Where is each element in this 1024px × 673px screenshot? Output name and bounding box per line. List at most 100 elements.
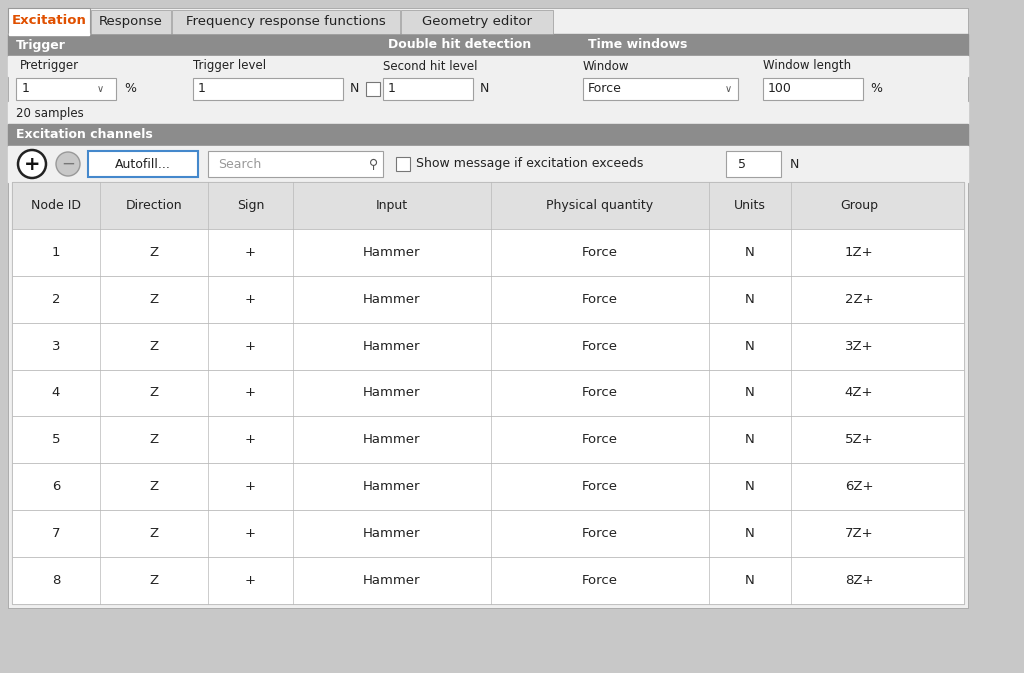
Text: Double hit detection: Double hit detection	[388, 38, 531, 52]
Text: 5: 5	[52, 433, 60, 446]
Text: Excitation: Excitation	[11, 15, 86, 28]
Text: Direction: Direction	[126, 199, 182, 212]
Bar	[8, 102, 968, 124]
Text: 4Z+: 4Z+	[845, 386, 873, 400]
Text: Node ID: Node ID	[31, 199, 81, 212]
Bar	[91, 10, 171, 34]
Text: Force: Force	[582, 293, 618, 306]
Text: Response: Response	[99, 15, 163, 28]
Bar	[12, 229, 964, 276]
Text: Force: Force	[582, 433, 618, 446]
Text: 1: 1	[52, 246, 60, 259]
Text: Force: Force	[582, 574, 618, 587]
Text: 20 samples: 20 samples	[16, 106, 84, 120]
Text: 100: 100	[768, 83, 792, 96]
Text: Physical quantity: Physical quantity	[547, 199, 653, 212]
Text: 5Z+: 5Z+	[845, 433, 873, 446]
Text: Hammer: Hammer	[364, 574, 421, 587]
Text: 2Z+: 2Z+	[845, 293, 873, 306]
Bar	[193, 78, 343, 100]
Text: Hammer: Hammer	[364, 340, 421, 353]
Text: Trigger: Trigger	[16, 38, 66, 52]
Text: +: +	[245, 527, 256, 540]
Text: 4: 4	[52, 386, 60, 400]
Text: N: N	[790, 157, 800, 170]
Text: Force: Force	[588, 83, 622, 96]
Text: N: N	[745, 574, 755, 587]
Text: 7Z+: 7Z+	[845, 527, 873, 540]
Text: +: +	[245, 340, 256, 353]
Text: Sign: Sign	[237, 199, 264, 212]
Text: +: +	[245, 246, 256, 259]
Bar	[12, 182, 964, 604]
Bar	[8, 8, 90, 34]
Text: Hammer: Hammer	[364, 433, 421, 446]
Text: Force: Force	[582, 481, 618, 493]
Text: Force: Force	[582, 386, 618, 400]
Text: 1: 1	[198, 83, 206, 96]
Text: Z: Z	[150, 293, 159, 306]
Text: Z: Z	[150, 386, 159, 400]
Text: Z: Z	[150, 527, 159, 540]
Text: Excitation channels: Excitation channels	[16, 129, 153, 141]
Bar	[12, 510, 964, 557]
Text: 7: 7	[52, 527, 60, 540]
Text: 1: 1	[22, 83, 30, 96]
Text: −: −	[61, 155, 75, 173]
Text: Hammer: Hammer	[364, 246, 421, 259]
Text: Time windows: Time windows	[588, 38, 687, 52]
Text: Force: Force	[582, 246, 618, 259]
Bar	[8, 56, 968, 76]
Text: Z: Z	[150, 574, 159, 587]
Text: ∨: ∨	[96, 84, 103, 94]
Text: Window: Window	[583, 59, 630, 73]
Text: Z: Z	[150, 246, 159, 259]
Text: Input: Input	[376, 199, 408, 212]
Text: 6Z+: 6Z+	[845, 481, 873, 493]
Bar	[12, 276, 964, 322]
Text: 1: 1	[388, 83, 396, 96]
Bar	[12, 322, 964, 369]
Text: N: N	[745, 340, 755, 353]
Text: 2: 2	[52, 293, 60, 306]
Text: Z: Z	[150, 433, 159, 446]
Bar	[763, 78, 863, 100]
Text: %: %	[124, 83, 136, 96]
Text: +: +	[245, 433, 256, 446]
Bar	[172, 10, 400, 34]
Text: 8Z+: 8Z+	[845, 574, 873, 587]
Text: N: N	[745, 246, 755, 259]
Text: Trigger level: Trigger level	[193, 59, 266, 73]
Text: Units: Units	[734, 199, 766, 212]
Text: Group: Group	[840, 199, 878, 212]
Text: Z: Z	[150, 340, 159, 353]
Text: +: +	[245, 386, 256, 400]
Text: 1Z+: 1Z+	[845, 246, 873, 259]
Text: Hammer: Hammer	[364, 386, 421, 400]
Text: N: N	[480, 83, 489, 96]
Text: Geometry editor: Geometry editor	[422, 15, 532, 28]
Text: 3: 3	[52, 340, 60, 353]
Bar	[88, 151, 198, 177]
Circle shape	[18, 150, 46, 178]
Text: Window length: Window length	[763, 59, 851, 73]
Text: ⚲: ⚲	[370, 157, 379, 170]
Text: %: %	[870, 83, 882, 96]
Text: +: +	[24, 155, 40, 174]
Circle shape	[56, 152, 80, 176]
Bar	[16, 78, 116, 100]
Bar	[9, 33, 89, 35]
Text: N: N	[745, 293, 755, 306]
Text: Frequency response functions: Frequency response functions	[186, 15, 386, 28]
Text: N: N	[745, 433, 755, 446]
Text: Pretrigger: Pretrigger	[20, 59, 79, 73]
Text: 3Z+: 3Z+	[845, 340, 873, 353]
Bar	[396, 157, 410, 171]
Text: Second hit level: Second hit level	[383, 59, 477, 73]
Text: +: +	[245, 574, 256, 587]
Bar	[12, 557, 964, 604]
Bar	[12, 463, 964, 510]
Bar	[12, 417, 964, 463]
Bar	[366, 82, 380, 96]
Text: Force: Force	[582, 527, 618, 540]
